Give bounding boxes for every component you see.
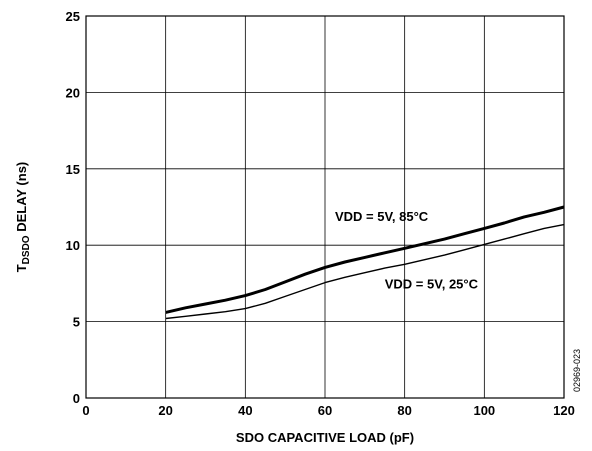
x-tick-label: 40 bbox=[238, 403, 252, 418]
x-tick-label: 100 bbox=[473, 403, 495, 418]
y-tick-label: 5 bbox=[73, 315, 80, 330]
y-axis-title-subscript: DSDO bbox=[21, 235, 32, 264]
x-tick-label: 0 bbox=[82, 403, 89, 418]
figure-id: 02969-023 bbox=[572, 349, 582, 392]
y-axis-title: TDSDO DELAY (ns) bbox=[14, 162, 32, 273]
x-tick-label: 120 bbox=[553, 403, 575, 418]
y-tick-labels: 0 5 10 15 20 25 bbox=[66, 9, 80, 406]
x-axis-title: SDO CAPACITIVE LOAD (pF) bbox=[236, 430, 414, 445]
y-tick-label: 25 bbox=[66, 9, 80, 24]
y-tick-label: 0 bbox=[73, 391, 80, 406]
x-tick-label: 80 bbox=[397, 403, 411, 418]
y-axis-title-main: T bbox=[14, 264, 29, 272]
series-label-25c: VDD = 5V, 25°C bbox=[385, 276, 479, 291]
y-tick-label: 10 bbox=[66, 238, 80, 253]
x-tick-label: 20 bbox=[158, 403, 172, 418]
series-label-85c: VDD = 5V, 85°C bbox=[335, 209, 429, 224]
y-tick-label: 20 bbox=[66, 85, 80, 100]
series-line-0 bbox=[165, 205, 565, 314]
grid-lines bbox=[86, 16, 564, 398]
x-tick-labels: 0 20 40 60 80 100 120 bbox=[82, 403, 574, 418]
x-tick-label: 60 bbox=[318, 403, 332, 418]
y-tick-label: 15 bbox=[66, 162, 80, 177]
series-line-1 bbox=[165, 223, 565, 320]
y-axis-title-rest: DELAY (ns) bbox=[14, 162, 29, 236]
series-layer bbox=[165, 205, 565, 320]
